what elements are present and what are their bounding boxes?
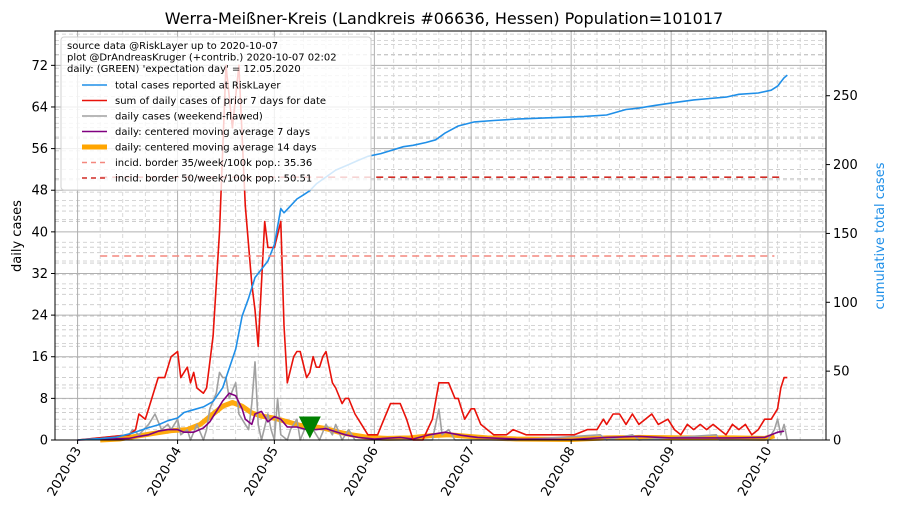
legend-entry-label: daily: centered moving average 7 days	[115, 127, 310, 138]
y-right-tick-label: 250	[833, 89, 858, 104]
legend-entry-label: incid. border 50/week/100k pop.: 50.51	[115, 174, 312, 185]
legend-entry-label: daily: centered moving average 14 days	[115, 143, 316, 154]
y-left-tick-label: 8	[40, 392, 48, 407]
y-axis-right-label: cumulative total cases	[873, 162, 888, 309]
legend-box	[60, 36, 372, 191]
y-right-tick-label: 100	[833, 296, 858, 311]
plot-frame	[54, 30, 827, 441]
y-left-tick-label: 72	[31, 59, 48, 74]
legend: source data @RiskLayer up to 2020-10-07p…	[60, 36, 372, 191]
y-axis-left-label: daily cases	[10, 200, 25, 272]
series-line-3	[77, 361, 789, 441]
y-left-tick-label: 0	[40, 434, 48, 449]
y-left-tick-label: 40	[31, 225, 48, 240]
legend-header-line: daily: (GREEN) 'expectation day' = 12.05…	[67, 64, 301, 75]
y-right-tick-label: 200	[833, 158, 858, 173]
expectation-day-marker	[298, 416, 321, 439]
legend-entry-label: incid. border 35/week/100k pop.: 35.36	[115, 158, 312, 169]
series-line-2	[77, 64, 788, 441]
legend-header-line: plot @DrAndreasKruger (+contrib.) 2020-1…	[67, 53, 337, 64]
y-left-tick-label: 56	[31, 142, 48, 157]
y-left-tick-label: 32	[31, 267, 48, 282]
legend-entry-label: total cases reported at RiskLayer	[115, 81, 281, 92]
legend-entry-label: sum of daily cases of prior 7 days for d…	[115, 96, 326, 107]
series-line-4	[77, 392, 785, 441]
legend-entry-label: daily cases (weekend-flawed)	[115, 112, 263, 123]
legend-header-line: source data @RiskLayer up to 2020-10-07	[67, 41, 278, 52]
y-left-tick-label: 48	[31, 184, 48, 199]
y-left-tick-label: 16	[31, 350, 48, 365]
y-left-tick-label: 64	[31, 100, 48, 115]
y-right-tick-label: 0	[833, 434, 841, 449]
y-right-tick-label: 50	[833, 365, 850, 380]
y-right-tick-label: 150	[833, 227, 858, 242]
y-left-tick-label: 24	[31, 309, 48, 324]
chart-title: Werra-Meißner-Kreis (Landkreis #06636, H…	[165, 9, 723, 28]
